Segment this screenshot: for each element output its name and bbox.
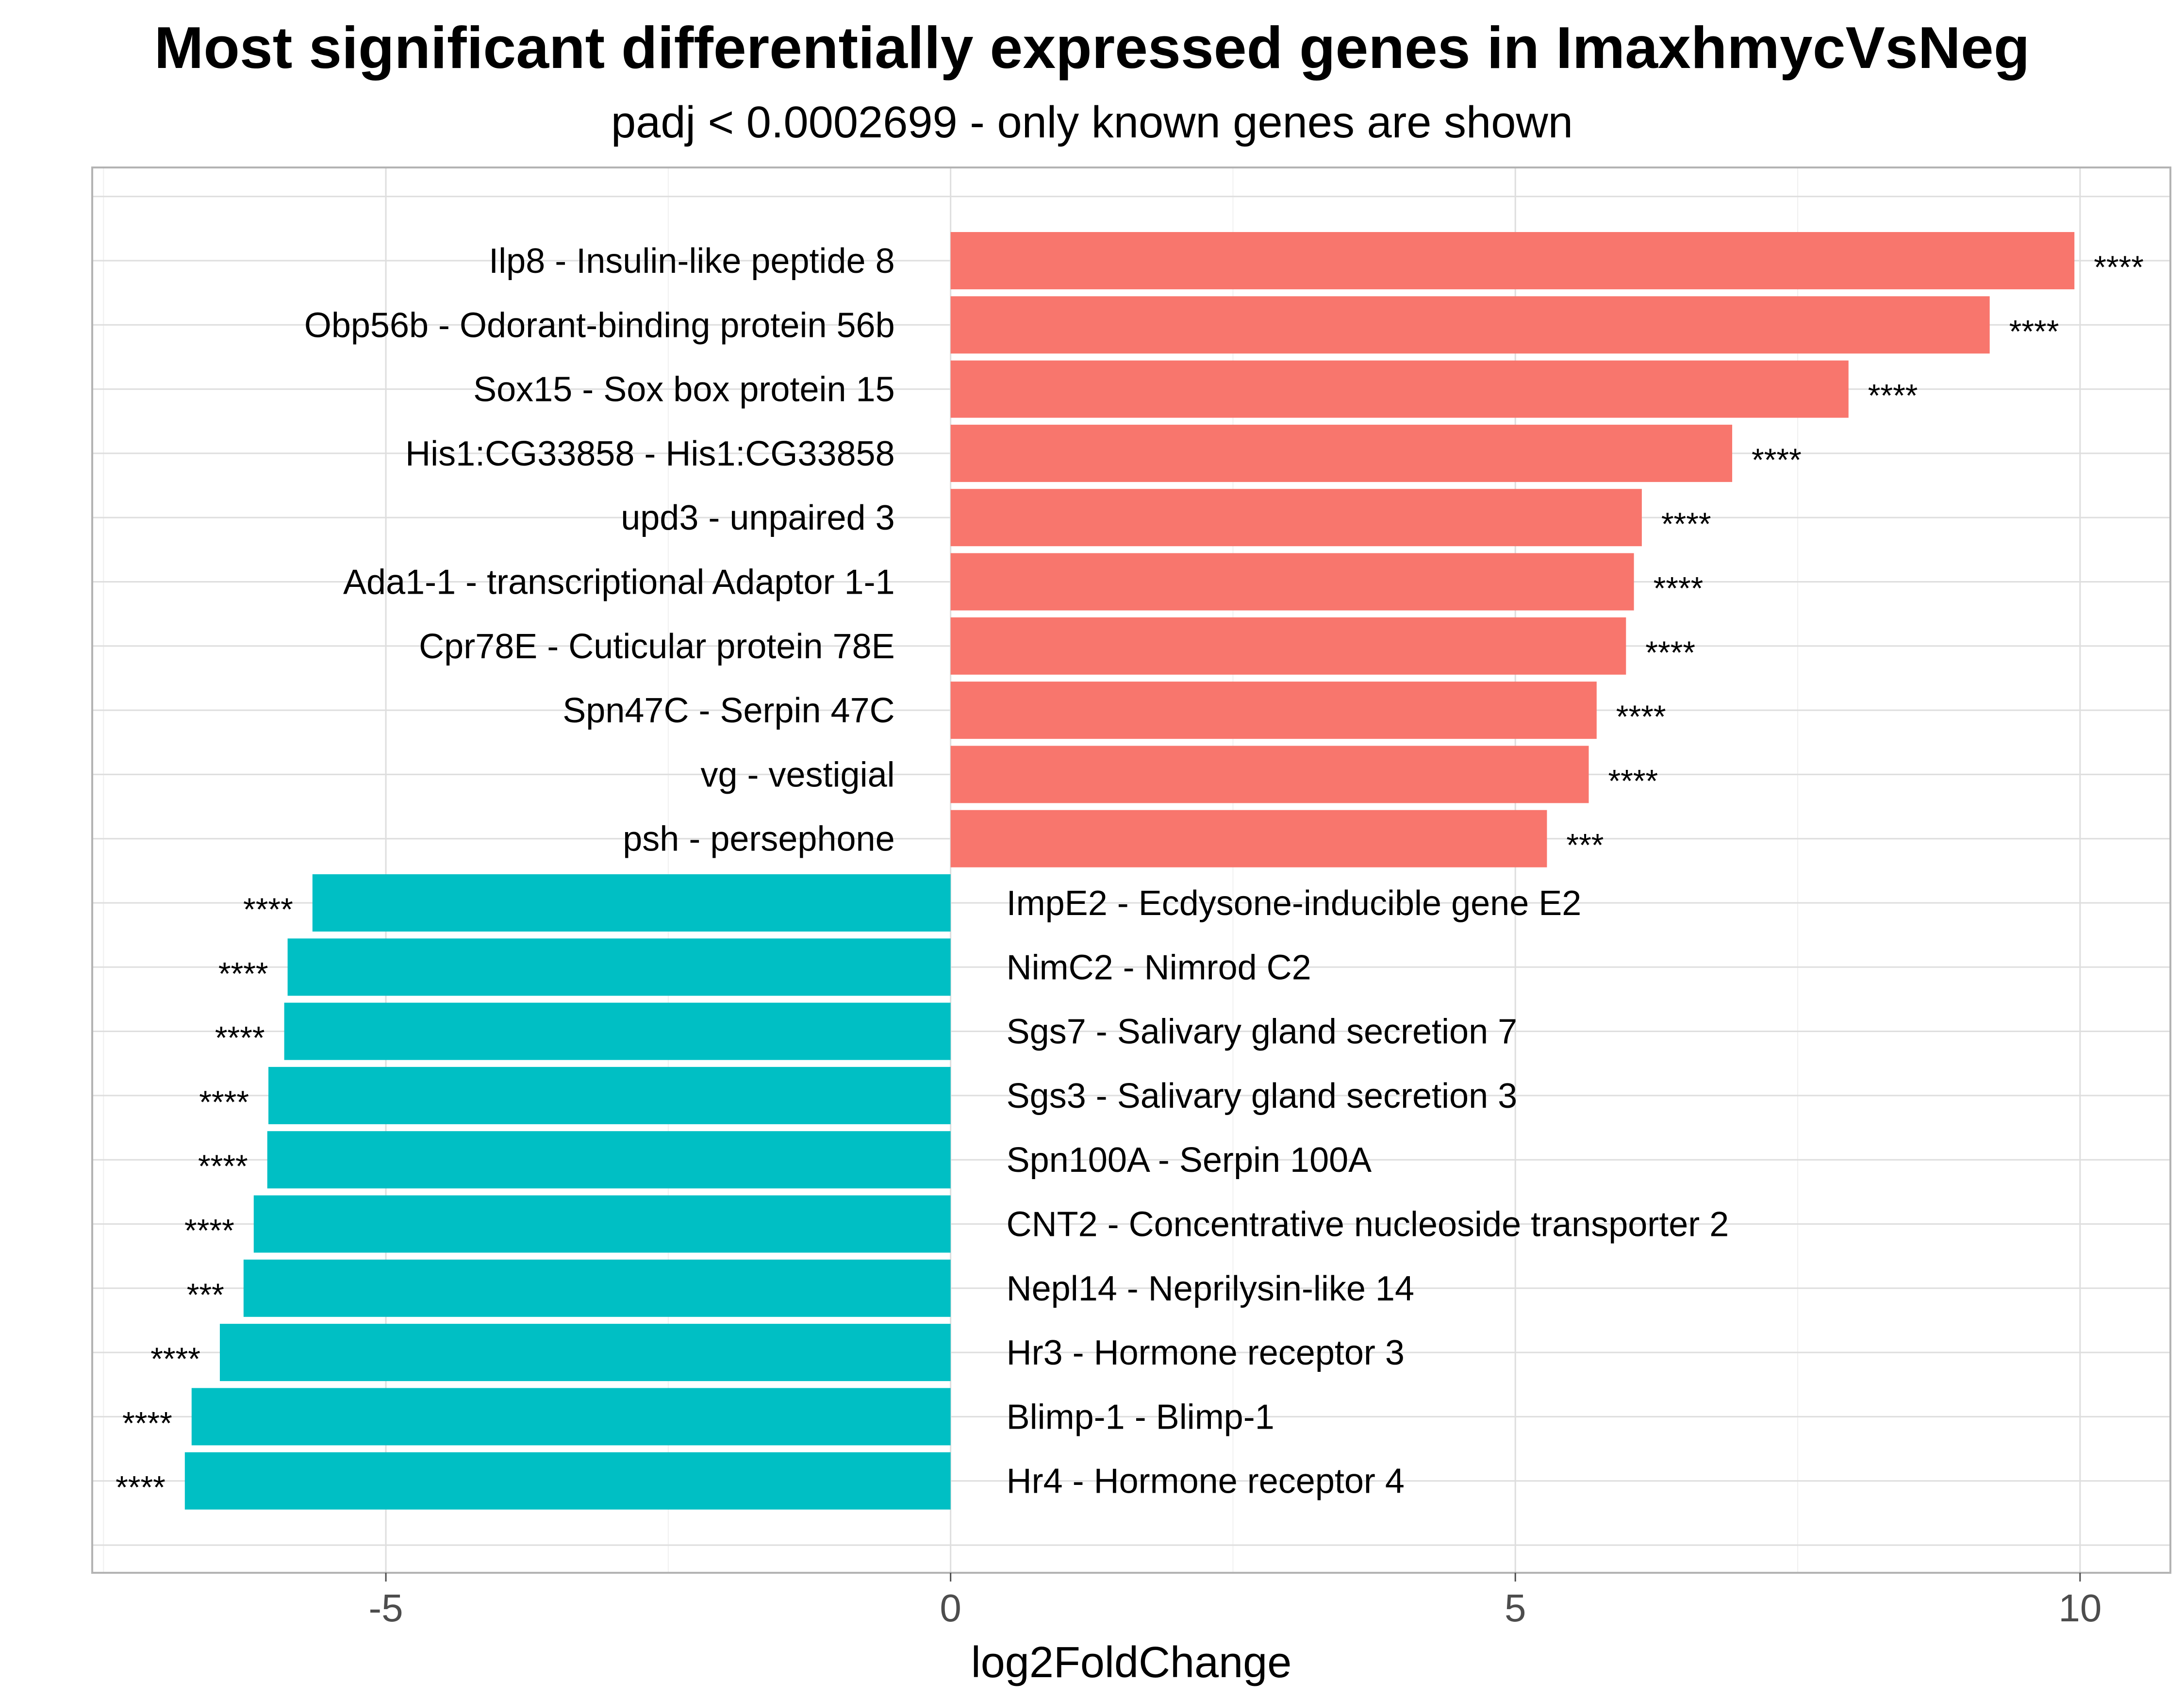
significance-label: **** [1608, 763, 1658, 799]
gene-label: Ada1-1 - transcriptional Adaptor 1-1 [343, 563, 895, 602]
x-tick-label: -5 [368, 1586, 403, 1630]
gene-label: Spn100A - Serpin 100A [1007, 1141, 1372, 1180]
gene-label: ImpE2 - Ecdysone-inducible gene E2 [1007, 884, 1582, 923]
gene-label: NimC2 - Nimrod C2 [1007, 948, 1311, 987]
bar-upregulated [950, 553, 1634, 611]
bar-upregulated [950, 682, 1597, 739]
bar-upregulated [950, 360, 1849, 418]
bar-upregulated [950, 424, 1733, 482]
significance-label: **** [150, 1341, 200, 1377]
significance-label: **** [198, 1148, 248, 1184]
significance-label: **** [218, 955, 268, 991]
significance-label: *** [187, 1277, 224, 1313]
gene-label: His1:CG33858 - His1:CG33858 [405, 434, 895, 473]
significance-label: **** [1654, 570, 1704, 606]
gene-label: Blimp-1 - Blimp-1 [1007, 1398, 1274, 1436]
x-tick-label: 0 [940, 1586, 961, 1630]
significance-label: **** [199, 1084, 249, 1120]
x-tick-label: 10 [2058, 1586, 2101, 1630]
x-axis-ticks: -5 0 5 10 [368, 1573, 2101, 1630]
bar-downregulated [253, 1195, 951, 1253]
bar-downregulated [191, 1388, 951, 1446]
bar-upregulated [950, 810, 1547, 867]
bar-downregulated [312, 874, 951, 932]
x-axis-title: log2FoldChange [971, 1638, 1292, 1687]
chart-title: Most significant differentially expresse… [154, 15, 2030, 81]
gene-labels: Ilp8 - Insulin-like peptide 8 Obp56b - Od… [304, 242, 1729, 1501]
bar-downregulated [243, 1259, 951, 1317]
gene-label: Cpr78E - Cuticular protein 78E [419, 627, 894, 666]
gene-label: Hr3 - Hormone receptor 3 [1007, 1333, 1405, 1372]
significance-label: **** [122, 1405, 172, 1441]
gene-label: Obp56b - Odorant-binding protein 56b [304, 306, 895, 345]
bar-upregulated [950, 746, 1589, 803]
plot-panel-border [91, 167, 2171, 1574]
significance-labels: ****************************************… [116, 249, 2144, 1505]
bar-downregulated [219, 1324, 951, 1382]
significance-label: **** [1616, 699, 1666, 734]
bar-downregulated [268, 1066, 951, 1124]
chart-subtitle: padj < 0.0002699 - only known genes are … [611, 98, 1573, 147]
gene-label: CNT2 - Concentrative nucleoside transpor… [1007, 1205, 1729, 1244]
significance-label: **** [243, 891, 293, 927]
significance-label: **** [1752, 442, 1802, 478]
significance-label: **** [116, 1469, 165, 1505]
gene-label: Nepl14 - Neprilysin-like 14 [1007, 1269, 1414, 1308]
significance-label: **** [2094, 249, 2144, 285]
bar-upregulated [950, 489, 1642, 547]
bar-upregulated [950, 296, 1990, 354]
significance-label: **** [1868, 378, 1918, 414]
gene-label: Sgs3 - Salivary gland secretion 3 [1007, 1077, 1518, 1116]
gene-label: vg - vestigial [700, 755, 894, 794]
gene-label: psh - persephone [623, 820, 894, 859]
bar-downregulated [287, 938, 951, 996]
gene-label: Sgs7 - Salivary gland secretion 7 [1007, 1013, 1518, 1051]
significance-label: **** [184, 1213, 234, 1249]
gene-label: Hr4 - Hormone receptor 4 [1007, 1462, 1405, 1501]
bar-downregulated [267, 1131, 951, 1189]
bar-downregulated [284, 1002, 951, 1060]
significance-label: **** [1661, 506, 1711, 542]
significance-label: *** [1566, 827, 1604, 863]
gene-label: Ilp8 - Insulin-like peptide 8 [489, 242, 894, 281]
x-tick-label: 5 [1505, 1586, 1526, 1630]
significance-label: **** [1645, 634, 1695, 670]
gene-label: upd3 - unpaired 3 [621, 499, 894, 537]
bar-series [184, 232, 2075, 1510]
bar-upregulated [950, 232, 2075, 289]
gene-label: Spn47C - Serpin 47C [563, 691, 894, 730]
gene-label: Sox15 - Sox box protein 15 [473, 370, 895, 409]
bar-downregulated [184, 1452, 951, 1510]
significance-label: **** [2009, 313, 2059, 349]
bar-upregulated [950, 617, 1626, 675]
significance-label: **** [215, 1020, 265, 1056]
